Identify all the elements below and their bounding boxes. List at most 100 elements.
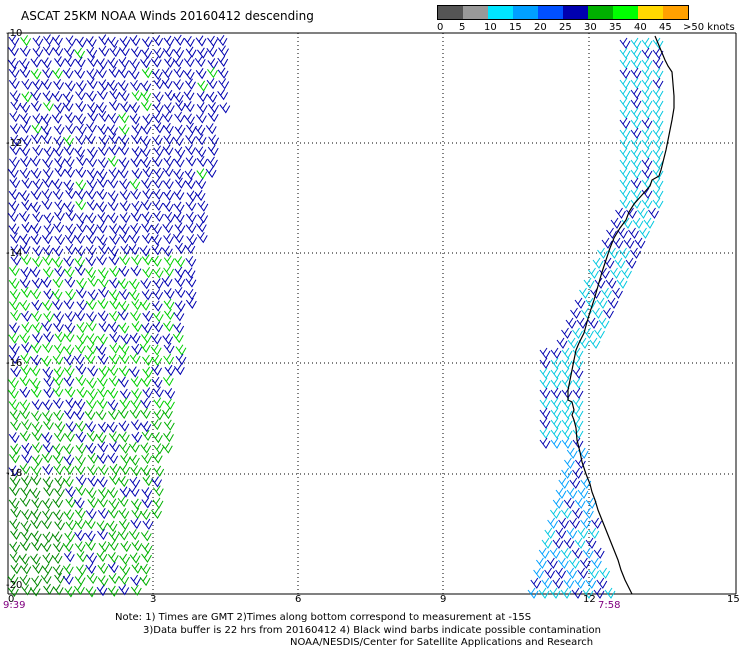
wind-barb xyxy=(74,232,86,244)
wind-barb xyxy=(52,443,64,455)
wind-barb xyxy=(139,563,151,575)
wind-barb xyxy=(109,331,121,344)
wind-barb xyxy=(173,310,185,322)
wind-barb xyxy=(623,237,635,249)
wind-barb xyxy=(588,267,599,279)
wind-barb xyxy=(32,144,44,157)
wind-barb xyxy=(96,398,108,410)
wind-barb xyxy=(142,166,154,178)
wind-barb xyxy=(20,530,32,542)
wind-barb xyxy=(98,541,110,553)
wind-barb xyxy=(152,177,163,189)
wind-barb xyxy=(76,123,87,135)
wind-barb xyxy=(544,527,556,539)
wind-barb xyxy=(131,321,143,333)
wind-barb xyxy=(53,79,65,91)
wind-barb xyxy=(74,398,86,410)
wind-barb xyxy=(52,299,63,311)
wind-barb xyxy=(19,495,31,508)
wind-barb xyxy=(591,517,603,529)
wind-barb xyxy=(21,321,33,334)
wind-barb xyxy=(641,147,653,159)
wind-barb xyxy=(130,46,142,58)
wind-barb xyxy=(21,91,33,103)
wind-barb xyxy=(53,135,65,147)
wind-barb xyxy=(131,168,143,180)
wind-barb xyxy=(619,187,631,199)
wind-barb xyxy=(96,520,108,532)
wind-barb xyxy=(97,88,108,101)
wind-barb xyxy=(21,452,33,464)
wind-barb xyxy=(118,300,130,312)
wind-barb xyxy=(163,298,175,310)
wind-barb xyxy=(20,520,32,532)
wind-barb xyxy=(140,80,152,92)
wind-barb xyxy=(195,178,207,190)
wind-barb xyxy=(118,288,130,301)
wind-barb xyxy=(117,475,129,488)
wind-barb xyxy=(555,567,567,579)
wind-barb xyxy=(20,352,32,365)
wind-barb xyxy=(163,265,175,277)
wind-barb xyxy=(549,587,561,599)
wind-barb xyxy=(31,399,43,411)
wind-barb xyxy=(108,409,119,421)
wind-barb xyxy=(164,89,176,102)
wind-barb xyxy=(129,352,141,364)
wind-barb xyxy=(131,431,143,443)
legend-label: 40 xyxy=(634,22,647,33)
wind-barb xyxy=(652,107,664,119)
wind-barb xyxy=(41,320,53,332)
wind-barb xyxy=(550,417,562,429)
wind-barb xyxy=(30,354,42,366)
wind-barb xyxy=(119,442,131,454)
wind-barb xyxy=(173,66,185,79)
wind-barb xyxy=(107,155,119,168)
wind-barb xyxy=(172,91,184,103)
wind-barb xyxy=(561,417,573,429)
wind-barb xyxy=(560,587,572,599)
wind-barb xyxy=(9,144,21,156)
wind-barb xyxy=(65,519,77,531)
wind-barb xyxy=(599,567,611,579)
wind-barb xyxy=(107,552,119,564)
legend-label: 20 xyxy=(534,22,547,33)
wind-barb xyxy=(53,221,65,233)
wind-barb xyxy=(108,133,120,145)
wind-barb xyxy=(40,276,52,288)
wind-barb xyxy=(8,34,20,47)
wind-barb xyxy=(140,278,152,290)
wind-barb xyxy=(21,342,33,354)
wind-barb xyxy=(9,541,21,553)
wind-barb xyxy=(619,47,631,59)
wind-barb xyxy=(20,485,32,497)
wind-barb xyxy=(52,67,63,80)
wind-barb xyxy=(583,277,595,289)
wind-barb xyxy=(598,317,610,329)
wind-barb xyxy=(108,353,120,365)
wind-barb xyxy=(18,190,30,202)
wind-barb xyxy=(185,144,196,156)
wind-barb xyxy=(74,507,86,519)
wind-barb xyxy=(175,100,187,112)
wind-barb xyxy=(150,255,162,267)
wind-barb xyxy=(30,518,42,530)
wind-barb xyxy=(174,124,186,136)
wind-barb xyxy=(561,437,573,449)
wind-barb xyxy=(207,156,218,168)
wind-barb xyxy=(75,166,87,178)
wind-barb xyxy=(163,255,175,267)
wind-barb xyxy=(163,155,175,167)
wind-barb xyxy=(19,243,31,255)
wind-barb xyxy=(569,477,581,489)
wind-barb xyxy=(96,234,108,246)
wind-barb xyxy=(31,497,43,509)
legend-color-bar xyxy=(437,5,689,20)
wind-barb xyxy=(63,201,75,213)
wind-barb xyxy=(9,299,20,311)
wind-barb xyxy=(140,376,152,388)
wind-barb xyxy=(619,37,631,49)
wind-barb xyxy=(64,586,76,598)
wind-barb xyxy=(596,297,608,309)
wind-barb xyxy=(619,247,630,259)
